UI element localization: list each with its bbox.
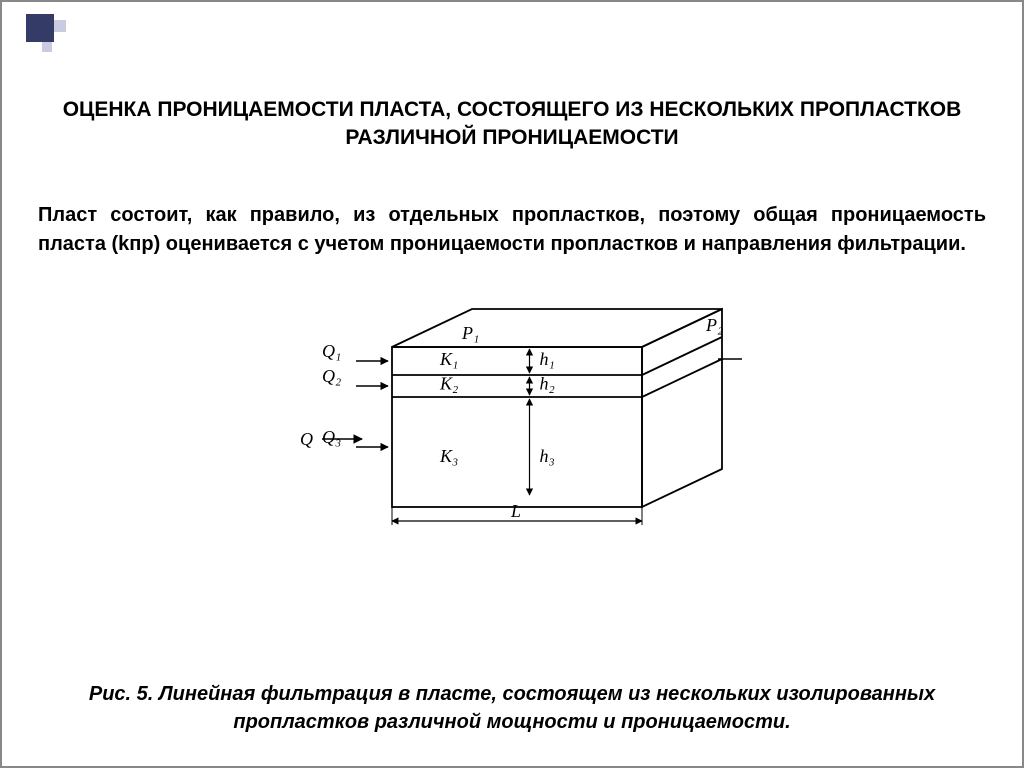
svg-text:Q₁: Q₁	[322, 341, 341, 361]
slide: ОЦЕНКА ПРОНИЦАЕМОСТИ ПЛАСТА, СОСТОЯЩЕГО …	[0, 0, 1024, 768]
svg-text:P₁: P₁	[461, 323, 479, 343]
slide-body-text: Пласт состоит, как правило, из отдельных…	[38, 201, 986, 259]
svg-text:Q₃: Q₃	[322, 427, 341, 447]
figure-container: K₁h₁Q₁P₁P₂K₂h₂Q₂K₃h₃Q₃QQL	[38, 287, 986, 537]
figure-caption: Рис. 5. Линейная фильтрация в пласте, со…	[38, 680, 986, 736]
svg-text:h₃: h₃	[540, 446, 555, 466]
layered-block-diagram: K₁h₁Q₁P₁P₂K₂h₂Q₂K₃h₃Q₃QQL	[282, 287, 742, 537]
slide-title: ОЦЕНКА ПРОНИЦАЕМОСТИ ПЛАСТА, СОСТОЯЩЕГО …	[38, 96, 986, 153]
svg-text:K₃: K₃	[439, 446, 458, 466]
svg-text:Q₂: Q₂	[322, 366, 341, 386]
svg-text:Q: Q	[300, 429, 313, 449]
svg-text:P₂: P₂	[705, 315, 723, 335]
svg-text:K₁: K₁	[439, 349, 458, 369]
svg-text:L: L	[510, 501, 521, 521]
svg-text:h₂: h₂	[540, 373, 555, 393]
svg-text:K₂: K₂	[439, 373, 458, 393]
svg-text:h₁: h₁	[540, 349, 555, 369]
